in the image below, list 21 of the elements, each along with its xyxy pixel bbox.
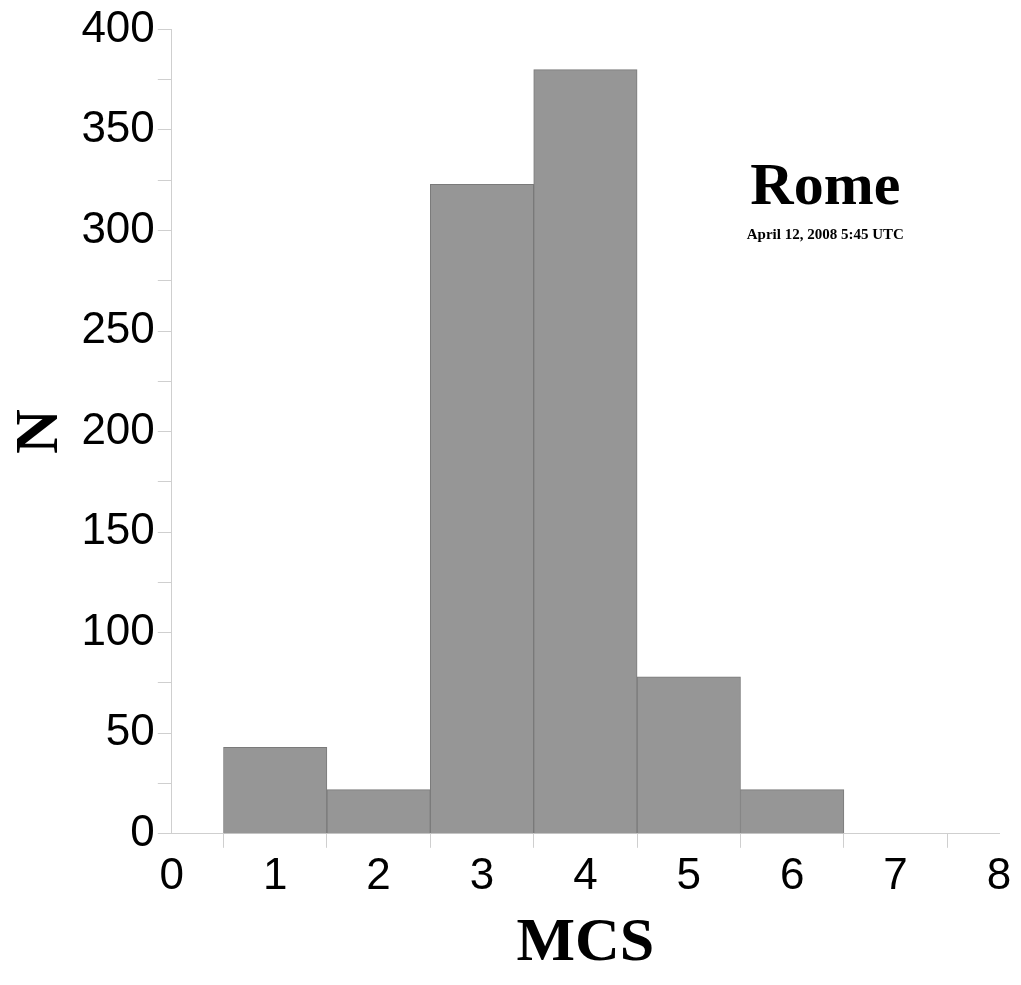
- x-tick-label: 3: [469, 849, 495, 899]
- y-tick-label: 250: [81, 303, 155, 353]
- y-axis-title: N: [2, 409, 71, 454]
- x-tick-label: 8: [986, 849, 1012, 899]
- y-tick-label: 0: [130, 805, 155, 855]
- y-tick-label: 50: [105, 705, 155, 755]
- text: April 12, 2008 5:45 UTC: [746, 226, 904, 243]
- y-tick-label: 100: [81, 604, 155, 654]
- x-tick-label: 7: [883, 849, 908, 899]
- x-tick-label: 5: [676, 849, 702, 899]
- x-tick-label: 6: [779, 849, 805, 899]
- x-axis-title: MCS: [516, 904, 655, 973]
- y-tick-label: 350: [81, 102, 155, 152]
- text: Rome: [750, 151, 901, 218]
- y-tick-label: 200: [81, 403, 155, 453]
- x-tick-label: 1: [262, 849, 288, 899]
- y-tick-label: 150: [81, 504, 155, 554]
- y-tick-label: 300: [81, 202, 155, 252]
- x-tick-label: 4: [573, 849, 598, 899]
- y-tick-label: 400: [81, 1, 155, 51]
- x-tick-label: 2: [366, 849, 391, 899]
